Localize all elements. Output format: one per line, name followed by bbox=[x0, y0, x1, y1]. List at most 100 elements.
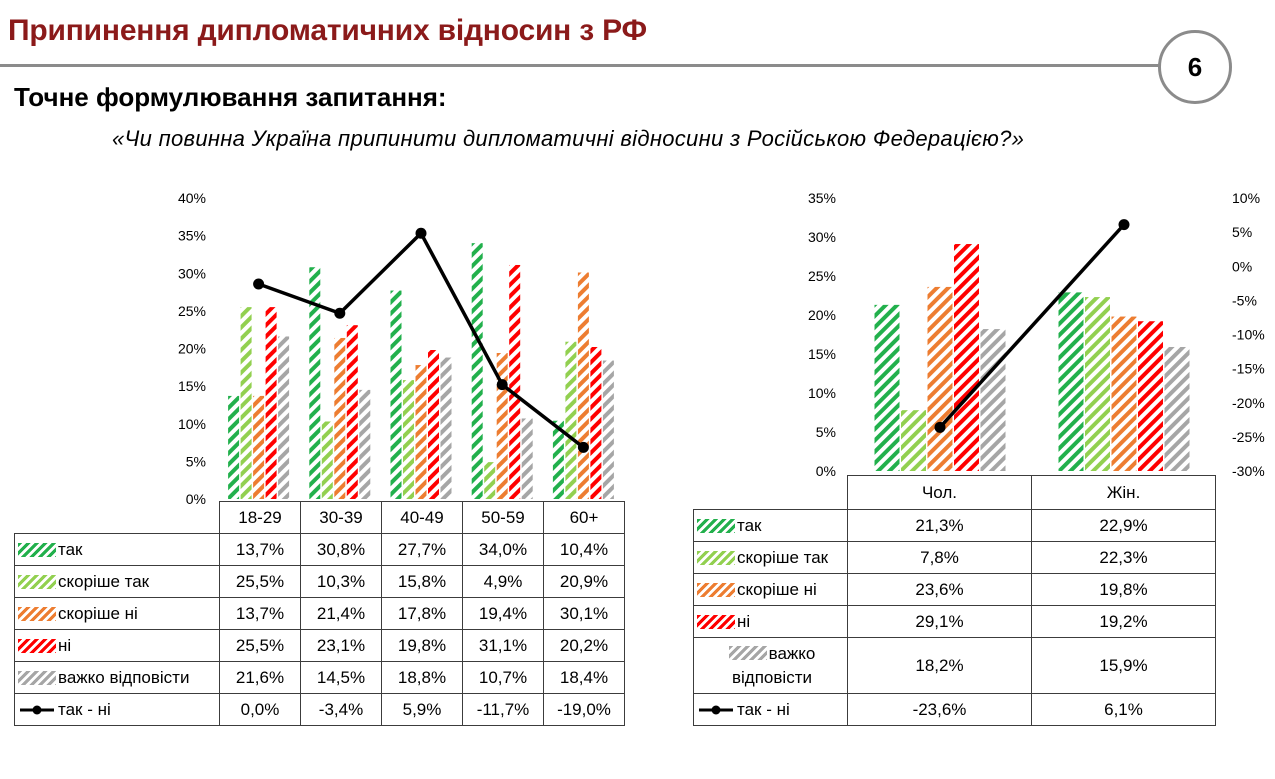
table-cell: -23,6% bbox=[847, 693, 1032, 726]
bar-rather-no bbox=[577, 272, 589, 499]
y-tick-label: 10% bbox=[808, 385, 836, 401]
row-label: важко відповісти bbox=[693, 637, 848, 694]
bar-rather-no bbox=[334, 337, 346, 499]
legend-swatch-icon bbox=[697, 582, 735, 597]
line-point bbox=[934, 421, 946, 433]
line-point bbox=[1118, 219, 1130, 231]
table-cell: 15,9% bbox=[1031, 637, 1216, 694]
table-cell: 18,8% bbox=[381, 661, 463, 694]
table-row: так - ні -23,6% 6,1% bbox=[693, 693, 1216, 726]
table-cell: 17,8% bbox=[381, 597, 463, 630]
bar-no bbox=[346, 325, 358, 499]
legend-swatch-icon bbox=[728, 645, 767, 660]
bar-rather-yes bbox=[565, 341, 577, 499]
row-label-text: так - ні bbox=[58, 699, 111, 719]
table-row: так - ні 0,0% -3,4% 5,9% -11,7% -19,0% bbox=[14, 693, 625, 726]
row-label: ні bbox=[693, 605, 848, 638]
legend-swatch-icon bbox=[697, 614, 735, 629]
bar-rather-no bbox=[253, 395, 265, 499]
bar-rather-no bbox=[415, 365, 427, 499]
table-cell: 22,3% bbox=[1031, 541, 1216, 574]
page-number-badge: 6 bbox=[1158, 30, 1232, 104]
table-cell: 13,7% bbox=[219, 597, 301, 630]
bar-no bbox=[509, 264, 521, 499]
y-tick-label: 5% bbox=[186, 453, 206, 469]
table-cell: 29,1% bbox=[847, 605, 1032, 638]
table-header-cell: Чол. bbox=[847, 475, 1032, 510]
table-cell: 22,9% bbox=[1031, 509, 1216, 542]
table-cell: -19,0% bbox=[543, 693, 625, 726]
row-label: скоріше так bbox=[693, 541, 848, 574]
bar-tak bbox=[552, 420, 564, 499]
table-cell: 19,4% bbox=[462, 597, 544, 630]
table-cell: 25,5% bbox=[219, 629, 301, 662]
table-cell: 20,9% bbox=[543, 565, 625, 598]
line-point bbox=[253, 278, 265, 290]
page-title: Припинення дипломатичних відносин з РФ bbox=[8, 14, 647, 47]
y-tick-label: 10% bbox=[178, 416, 206, 432]
bar-hard-to-say bbox=[980, 329, 1006, 471]
legend-swatch-icon bbox=[18, 606, 56, 621]
legend-line-icon bbox=[20, 705, 54, 714]
bar-rather-yes bbox=[403, 380, 414, 499]
row-label: скоріше ні bbox=[693, 573, 848, 606]
row-label: так - ні bbox=[14, 693, 220, 726]
bar-rather-yes bbox=[240, 307, 252, 499]
y-tick-label: 25% bbox=[178, 303, 206, 319]
bar-rather-no bbox=[927, 286, 953, 471]
y-tick-label: 35% bbox=[808, 190, 836, 206]
line-yes-minus-no bbox=[938, 223, 1126, 429]
y2-tick-label: 0% bbox=[1232, 258, 1252, 274]
table-cell: -3,4% bbox=[300, 693, 382, 726]
bar-hard-to-say bbox=[278, 336, 290, 499]
table-cell: 25,5% bbox=[219, 565, 301, 598]
table-row: так 13,7% 30,8% 27,7% 34,0% 10,4% bbox=[14, 533, 625, 566]
row-label-text: ні bbox=[58, 635, 72, 655]
table-header-cell: 30-39 bbox=[300, 501, 382, 534]
bar-tak bbox=[228, 395, 240, 499]
table-cell: 34,0% bbox=[462, 533, 544, 566]
row-label-text: скоріше так bbox=[737, 547, 829, 567]
bar-rather-yes bbox=[484, 462, 496, 499]
y-tick-label: 15% bbox=[178, 378, 206, 394]
table-cell: 10,4% bbox=[543, 533, 625, 566]
legend-swatch-icon bbox=[697, 518, 735, 533]
y-tick-label: 40% bbox=[178, 190, 206, 206]
survey-question: «Чи повинна Україна припинити дипломатич… bbox=[112, 126, 1025, 151]
table-row: скоріше ні 13,7% 21,4% 17,8% 19,4% 30,1% bbox=[14, 597, 625, 630]
gender-data-table: Чол. Жін. так 21,3% 22,9% скоріше так 7,8% 22,3… bbox=[693, 475, 1216, 726]
table-cell: 18,4% bbox=[543, 661, 625, 694]
table-row: скоріше так 7,8% 22,3% bbox=[693, 541, 1216, 574]
y2-tick-label: -25% bbox=[1232, 429, 1265, 445]
line-point bbox=[577, 441, 589, 453]
gender-chart: 35% 30% 25% 20% 15% 10% 5% 0% 10% 5% 0% -5% -10% -15%… bbox=[808, 190, 1265, 479]
row-label: ні bbox=[14, 629, 220, 662]
table-row: важко відповісти 18,2% 15,9% bbox=[693, 637, 1216, 694]
row-label-text: скоріше ні bbox=[737, 579, 817, 599]
row-label-text: скоріше так bbox=[58, 571, 150, 591]
line-point bbox=[415, 227, 427, 239]
table-cell: 21,4% bbox=[300, 597, 382, 630]
table-cell: 27,7% bbox=[381, 533, 463, 566]
y-tick-label: 0% bbox=[816, 463, 836, 479]
table-cell: 19,8% bbox=[1031, 573, 1216, 606]
legend-swatch-icon bbox=[18, 638, 56, 653]
bar-no bbox=[1138, 321, 1163, 471]
row-label-text: так bbox=[737, 515, 762, 535]
y2-tick-label: -20% bbox=[1232, 395, 1265, 411]
y2-tick-label: -5% bbox=[1232, 292, 1257, 308]
table-cell: 19,2% bbox=[1031, 605, 1216, 638]
table-cell: 23,1% bbox=[300, 629, 382, 662]
row-label: скоріше так bbox=[14, 565, 220, 598]
table-cell: -11,7% bbox=[462, 693, 544, 726]
title-divider bbox=[0, 64, 1172, 67]
table-row: скоріше ні 23,6% 19,8% bbox=[693, 573, 1216, 606]
table-cell: 18,2% bbox=[847, 637, 1032, 694]
bar-tak bbox=[874, 304, 900, 471]
y-tick-label: 30% bbox=[808, 229, 836, 245]
bar-hard-to-say bbox=[521, 418, 533, 499]
row-label-text: ні bbox=[737, 611, 751, 631]
row-label-text: так - ні bbox=[737, 699, 790, 719]
table-cell: 10,7% bbox=[462, 661, 544, 694]
table-cell: 23,6% bbox=[847, 573, 1032, 606]
